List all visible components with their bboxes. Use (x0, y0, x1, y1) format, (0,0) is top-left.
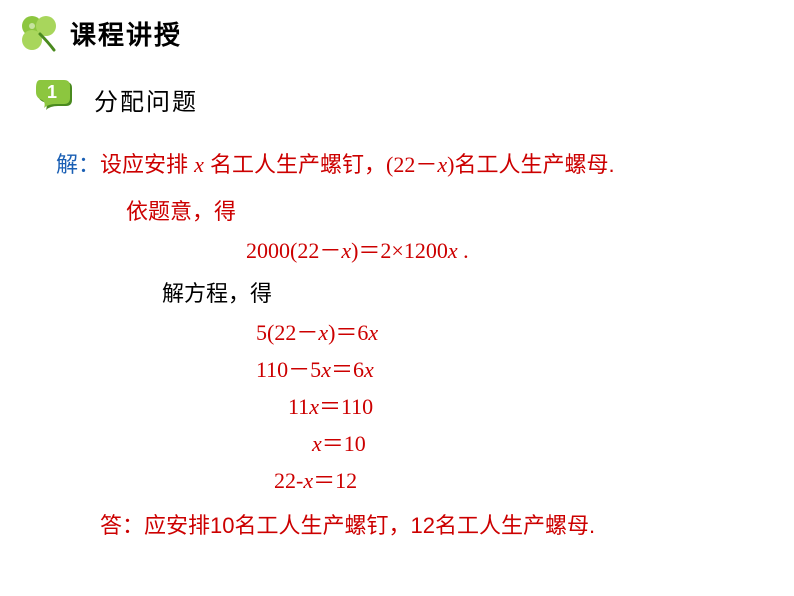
solution-content: 解：设应安排 x 名工人生产螺钉，(22－x)名工人生产螺母. 依题意，得 20… (0, 118, 794, 542)
solution-line-7: 11x＝110 (288, 390, 744, 423)
solution-text-1: 设应安排 x 名工人生产螺钉，(22－x)名工人生产螺母. (100, 152, 615, 177)
clover-logo-icon (18, 12, 60, 54)
answer-text: 应安排10名工人生产螺钉，12名工人生产螺母. (144, 513, 595, 538)
page-header: 课程讲授 (0, 0, 794, 54)
solution-label: 解： (56, 152, 100, 177)
solution-line-6: 110－5x＝6x (256, 353, 744, 386)
solution-line-1: 解：设应安排 x 名工人生产螺钉，(22－x)名工人生产螺母. (56, 148, 744, 181)
solution-line-8: x＝10 (312, 427, 744, 460)
solution-line-3: 2000(22－x)＝2×1200x . (246, 234, 744, 267)
solution-line-5: 5(22－x)＝6x (256, 316, 744, 349)
header-title: 课程讲授 (70, 15, 182, 52)
solution-line-10: 答：应安排10名工人生产螺钉，12名工人生产螺母. (100, 509, 744, 542)
answer-label: 答： (100, 513, 144, 538)
solution-line-4: 解方程，得 (162, 277, 744, 310)
solution-line-9: 22-x＝12 (274, 464, 744, 497)
section-title: 分配问题 (94, 82, 198, 117)
section-number-badge: 1 (36, 80, 76, 118)
svg-text:1: 1 (47, 82, 57, 102)
solution-line-2: 依题意，得 (126, 195, 744, 228)
section-header: 1 分配问题 (0, 80, 794, 118)
